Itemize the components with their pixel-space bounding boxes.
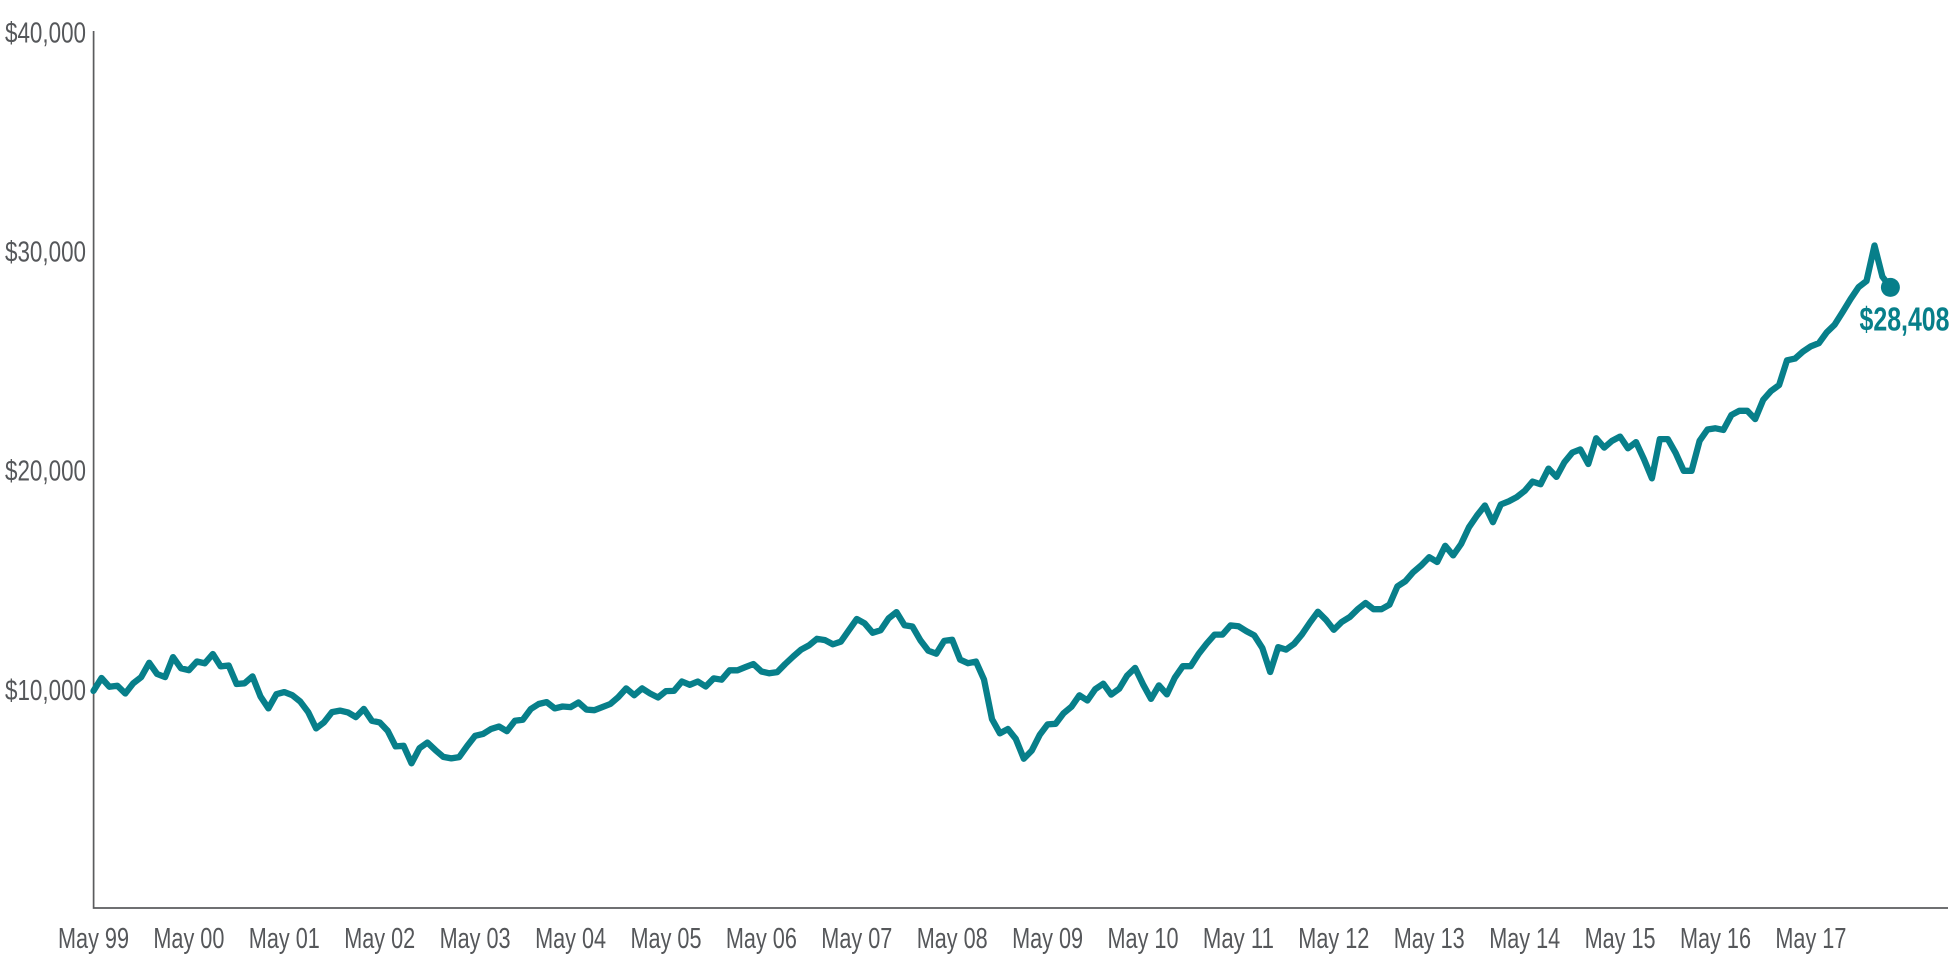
svg-text:May 07: May 07 — [821, 923, 892, 955]
svg-text:May 05: May 05 — [631, 923, 702, 955]
svg-text:May 16: May 16 — [1680, 923, 1751, 955]
svg-text:May 09: May 09 — [1012, 923, 1083, 955]
svg-text:May 02: May 02 — [344, 923, 415, 955]
svg-text:$20,000: $20,000 — [5, 456, 86, 488]
svg-text:$10,000: $10,000 — [5, 675, 86, 707]
svg-text:May 17: May 17 — [1775, 923, 1846, 955]
svg-text:May 03: May 03 — [440, 923, 511, 955]
svg-text:$30,000: $30,000 — [5, 237, 86, 269]
svg-text:May 11: May 11 — [1203, 923, 1274, 955]
svg-text:May 10: May 10 — [1108, 923, 1179, 955]
svg-text:$40,000: $40,000 — [5, 17, 86, 49]
svg-text:May 04: May 04 — [535, 923, 606, 955]
svg-text:May 08: May 08 — [917, 923, 988, 955]
svg-text:$28,408: $28,408 — [1860, 301, 1950, 338]
svg-text:May 13: May 13 — [1394, 923, 1465, 955]
svg-text:May 00: May 00 — [153, 923, 224, 955]
svg-text:May 14: May 14 — [1489, 923, 1560, 955]
svg-text:May 99: May 99 — [58, 923, 129, 955]
svg-text:May 06: May 06 — [726, 923, 797, 955]
svg-text:May 12: May 12 — [1298, 923, 1369, 955]
svg-text:May 15: May 15 — [1585, 923, 1656, 955]
svg-text:May 01: May 01 — [249, 923, 320, 955]
